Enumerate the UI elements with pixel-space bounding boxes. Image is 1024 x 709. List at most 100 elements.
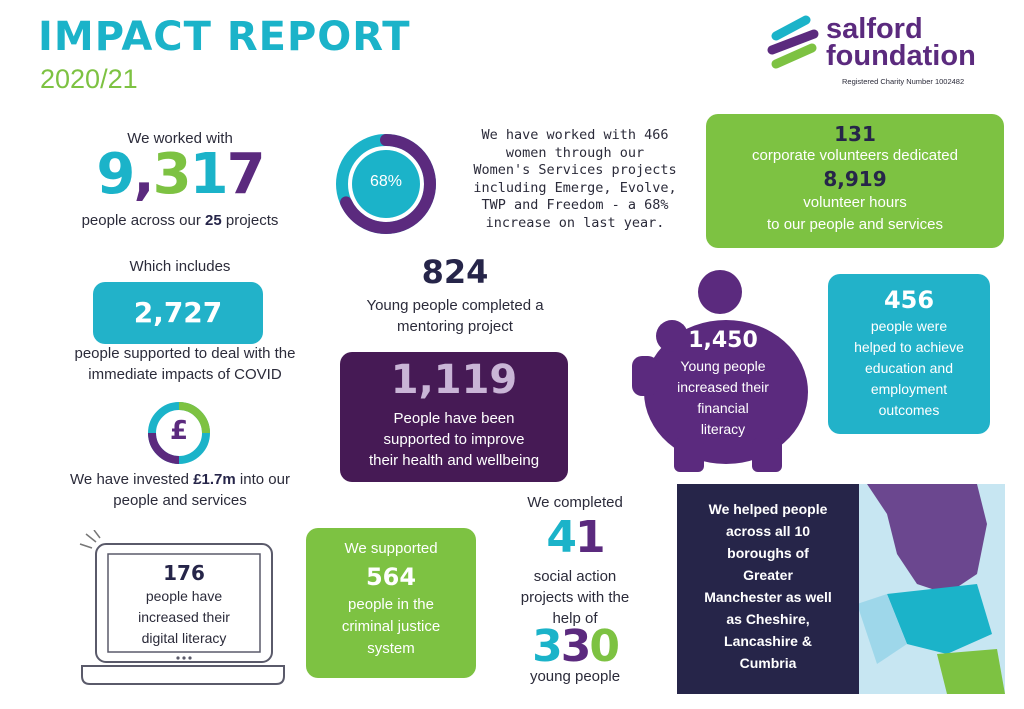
justice-line3: criminal justice bbox=[341, 618, 441, 635]
education-line5: outcomes bbox=[878, 402, 940, 418]
people-count-digit: 7 bbox=[226, 142, 266, 207]
covid-line1: people supported to deal with the bbox=[74, 345, 296, 362]
social-line2: projects with the bbox=[520, 589, 630, 606]
volunteers-line3: to our people and services bbox=[767, 216, 943, 233]
boroughs-line: Lancashire & bbox=[724, 633, 812, 649]
donut-center bbox=[352, 150, 420, 218]
report-year: 2020/21 bbox=[40, 64, 138, 94]
digital-count: 176 bbox=[163, 561, 205, 585]
social-digit: 0 bbox=[589, 621, 620, 672]
volunteers-line1: corporate volunteers dedicated bbox=[752, 147, 958, 164]
boroughs-line: We helped people bbox=[708, 501, 828, 517]
education-line3: education and bbox=[865, 360, 953, 376]
projects-count: 25 bbox=[205, 212, 222, 229]
covid-intro: Which includes bbox=[129, 258, 231, 275]
women-line: Women's Services projects bbox=[473, 162, 677, 178]
health-box: 1,119 People have been supported to impr… bbox=[340, 352, 568, 482]
people-count-digit: 9 bbox=[96, 142, 135, 207]
people-count-digit: 1 bbox=[189, 142, 229, 207]
social-digit: 1 bbox=[575, 512, 606, 563]
donut-progress-arc bbox=[336, 134, 436, 234]
financial-line3: financial bbox=[697, 400, 749, 416]
financial-line4: literacy bbox=[700, 421, 746, 437]
boroughs-line: boroughs of bbox=[727, 545, 809, 561]
charity-number: Registered Charity Number 1002482 bbox=[842, 77, 965, 86]
boroughs-line: as Cheshire, bbox=[726, 611, 810, 627]
education-count: 456 bbox=[883, 286, 935, 314]
women-donut-chart bbox=[336, 134, 436, 234]
people-caption: people across our 25 projects bbox=[40, 210, 320, 231]
pound-coin-icon bbox=[148, 402, 210, 464]
women-line: increase on last year. bbox=[485, 214, 665, 231]
covid-count-box: 2,727 bbox=[93, 282, 263, 344]
people-count-digit: 3 bbox=[152, 142, 192, 207]
laptop-icon bbox=[79, 530, 285, 685]
justice-box: We supported 564 people in the criminal … bbox=[306, 528, 476, 678]
social-young-count: 330 bbox=[505, 620, 645, 674]
women-line: including Emerge, Evolve, bbox=[473, 179, 677, 196]
volunteers-line2: volunteer hours bbox=[803, 194, 907, 211]
boroughs-panel: We helped people across all 10 boroughs … bbox=[677, 484, 1005, 694]
social-line3: help of bbox=[552, 610, 598, 627]
people-count: 9,317 bbox=[60, 140, 300, 210]
investment-line1: We have invested £1.7m into our bbox=[30, 469, 330, 490]
social-digit: 3 bbox=[532, 621, 563, 672]
mentoring-line2: mentoring project bbox=[397, 318, 513, 335]
volunteers-box: 131 corporate volunteers dedicated 8,919… bbox=[706, 114, 1004, 248]
investment-post: into our bbox=[235, 471, 290, 488]
investment-pre: We have invested bbox=[70, 471, 194, 488]
education-line2: helped to achieve bbox=[854, 339, 964, 355]
logo-wordmark: salford foundation bbox=[826, 13, 976, 72]
donut-label: 68% bbox=[369, 173, 403, 190]
health-count: 1,119 bbox=[390, 357, 518, 403]
education-line4: employment bbox=[870, 381, 948, 397]
volunteers-count: 131 bbox=[834, 122, 876, 146]
financial-line2: increased their bbox=[677, 379, 769, 395]
education-box: 456 people were helped to achieve educat… bbox=[828, 274, 990, 434]
justice-count: 564 bbox=[365, 563, 417, 591]
justice-line4: system bbox=[367, 640, 415, 657]
boroughs-line: across all 10 bbox=[725, 523, 811, 539]
health-line1: People have been bbox=[393, 410, 515, 427]
mentoring-line1: Young people completed a bbox=[366, 297, 544, 314]
volunteer-hours: 8,919 bbox=[823, 167, 887, 191]
digital-line1: people have bbox=[145, 588, 223, 604]
report-title: IMPACT REPORT bbox=[38, 14, 411, 60]
social-intro: We completed bbox=[527, 494, 623, 511]
pound-symbol: £ bbox=[169, 416, 189, 446]
financial-count: 1,450 bbox=[688, 328, 758, 353]
social-digit: 4 bbox=[546, 512, 577, 563]
covid-caption: people supported to deal with the immedi… bbox=[30, 343, 340, 385]
people-caption-post: projects bbox=[221, 212, 279, 229]
women-line: TWP and Freedom - a 68% bbox=[481, 197, 669, 213]
women-text: We have worked with 466 women through ou… bbox=[450, 127, 700, 232]
digital-text: 176 people have increased their digital … bbox=[108, 560, 260, 649]
women-line: We have worked with 466 bbox=[481, 127, 669, 143]
justice-line1: We supported bbox=[344, 540, 438, 557]
financial-text: 1,450 Young people increased their finan… bbox=[648, 326, 798, 440]
financial-line1: Young people bbox=[680, 358, 766, 374]
justice-line2: people in the bbox=[348, 596, 434, 613]
investment-line2: people and services bbox=[113, 492, 247, 509]
education-line1: people were bbox=[870, 318, 948, 334]
covid-line2: immediate impacts of COVID bbox=[88, 366, 282, 383]
boroughs-line: Manchester as well bbox=[704, 589, 832, 605]
social-line4: young people bbox=[529, 668, 621, 685]
social-caption: social action projects with the help of bbox=[490, 566, 660, 629]
people-intro: We worked with bbox=[127, 130, 233, 147]
people-count-digit: , bbox=[133, 142, 154, 207]
mentoring-caption: Young people completed a mentoring proje… bbox=[330, 295, 580, 337]
logo-line-foundation: foundation bbox=[826, 40, 976, 72]
boroughs-box: We helped people across all 10 boroughs … bbox=[677, 484, 859, 694]
health-line2: supported to improve bbox=[383, 431, 525, 448]
women-line: women through our bbox=[505, 144, 645, 161]
mentoring-count: 824 bbox=[421, 253, 489, 291]
people-caption-pre: people across our bbox=[81, 212, 205, 229]
piggy-bank-icon bbox=[632, 270, 808, 472]
investment-caption: We have invested £1.7m into our people a… bbox=[30, 469, 330, 511]
salford-logo-icon bbox=[767, 15, 819, 69]
health-line3: their health and wellbeing bbox=[368, 452, 540, 469]
logo-line-salford: salford bbox=[826, 13, 923, 45]
social-digit: 3 bbox=[560, 621, 592, 672]
digital-line3: digital literacy bbox=[141, 630, 227, 646]
